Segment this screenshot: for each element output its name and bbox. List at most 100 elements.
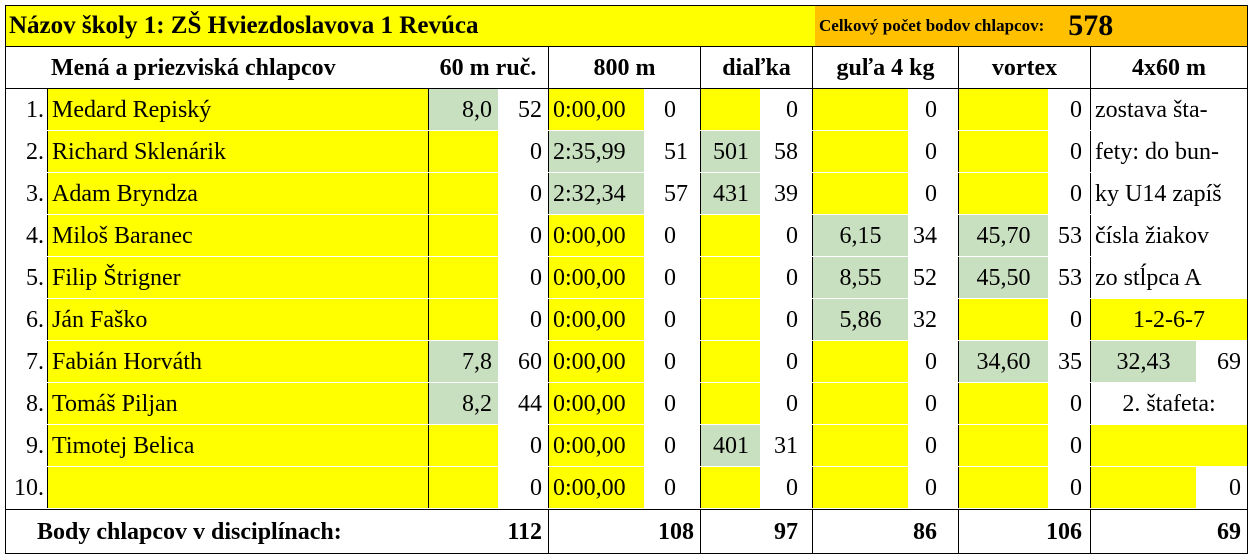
totals-label: Body chlapcov v disciplínach: (37, 519, 342, 545)
vortex-points: 0 (1070, 390, 1082, 417)
vortex-points: 0 (1070, 474, 1082, 501)
sprint-result-input[interactable] (428, 173, 498, 214)
longjump-result-input[interactable] (700, 89, 760, 130)
totals-divider (5, 509, 1247, 510)
longjump-result-input[interactable] (700, 299, 760, 340)
longjump-result-input[interactable] (700, 341, 760, 382)
sprint-points: 60 (518, 348, 542, 375)
sprint-result-input[interactable] (428, 131, 498, 172)
sprint-result-input[interactable]: 8,2 (428, 383, 498, 424)
shot-result-input[interactable] (812, 89, 908, 130)
athlete-name-input[interactable]: Tomáš Piljan (47, 383, 428, 424)
athlete-name-input[interactable]: Miloš Baranec (47, 215, 428, 256)
relay2-time-input[interactable] (1090, 467, 1196, 508)
shot-result-input[interactable]: 5,86 (812, 299, 908, 340)
sprint-result-input[interactable]: 8,0 (428, 89, 498, 130)
shot-result-input[interactable] (812, 467, 908, 508)
shot-result-input[interactable]: 8,55 (812, 257, 908, 298)
header-divider (5, 46, 1247, 47)
vortex-result-input[interactable]: 45,70 (958, 215, 1048, 256)
longjump-result-input[interactable]: 431 (700, 173, 760, 214)
vortex-points: 0 (1070, 180, 1082, 207)
relay2-label: 2. štafeta: (1090, 383, 1247, 424)
sprint-result-input[interactable] (428, 467, 498, 508)
run800-result-input[interactable]: 0:00,00 (548, 299, 644, 340)
row-number: 2. (26, 138, 44, 165)
sprint-result-input[interactable]: 7,8 (428, 341, 498, 382)
run800-result-input[interactable]: 0:00,00 (548, 341, 644, 382)
athlete-name-input[interactable]: Fabián Horváth (47, 341, 428, 382)
sprint-result-input[interactable] (428, 299, 498, 340)
vortex-result-input[interactable]: 45,50 (958, 257, 1048, 298)
vortex-result-input[interactable] (958, 131, 1048, 172)
athlete-name-input[interactable]: Adam Bryndza (47, 173, 428, 214)
sprint-result-input[interactable] (428, 425, 498, 466)
shot-points: 32 (913, 306, 937, 333)
shot-result-input[interactable] (812, 383, 908, 424)
shot-points: 0 (925, 432, 937, 459)
longjump-result-input[interactable] (700, 467, 760, 508)
vortex-result-input[interactable] (958, 467, 1048, 508)
vortex-result-input[interactable] (958, 383, 1048, 424)
shot-points: 0 (925, 96, 937, 123)
relay-note-line: zostava šta- (1090, 89, 1247, 130)
longjump-points: 0 (786, 348, 798, 375)
run800-result-input[interactable]: 0:00,00 (548, 89, 644, 130)
vortex-result-input[interactable] (958, 173, 1048, 214)
run800-points: 51 (664, 138, 688, 165)
vortex-points: 0 (1070, 306, 1082, 333)
athlete-name-input[interactable]: Ján Faško (47, 299, 428, 340)
athlete-name-input[interactable] (47, 467, 428, 508)
run800-result-input[interactable]: 0:00,00 (548, 257, 644, 298)
athlete-name-input[interactable]: Medard Repiský (47, 89, 428, 130)
relay1-members-input[interactable]: 1-2-6-7 (1090, 299, 1247, 340)
sprint-result-input[interactable] (428, 257, 498, 298)
run800-result-input[interactable]: 0:00,00 (548, 215, 644, 256)
shot-result-input[interactable]: 6,15 (812, 215, 908, 256)
longjump-points: 0 (786, 264, 798, 291)
relay2-members-input[interactable] (1090, 425, 1247, 466)
vortex-result-input[interactable]: 34,60 (958, 341, 1048, 382)
vortex-result-input[interactable] (958, 425, 1048, 466)
vortex-points: 0 (1070, 96, 1082, 123)
run800-result-input[interactable]: 0:00,00 (548, 383, 644, 424)
longjump-result-input[interactable]: 501 (700, 131, 760, 172)
sprint-points: 0 (530, 306, 542, 333)
longjump-result-input[interactable] (700, 383, 760, 424)
col-header-longjump: diaľka (700, 47, 812, 89)
total-longjump: 97 (700, 510, 812, 554)
relay1-time-input[interactable]: 32,43 (1090, 341, 1196, 382)
athlete-name-input[interactable]: Filip Štrigner (47, 257, 428, 298)
sprint-result-input[interactable] (428, 215, 498, 256)
col-header-sprint: 60 m ruč. (439, 55, 537, 81)
run800-result-input[interactable]: 2:32,34 (548, 173, 644, 214)
longjump-points: 0 (786, 306, 798, 333)
shot-result-input[interactable] (812, 341, 908, 382)
sprint-points: 0 (530, 222, 542, 249)
run800-result-input[interactable]: 0:00,00 (548, 467, 644, 508)
shot-result-input[interactable] (812, 173, 908, 214)
athlete-name-input[interactable]: Timotej Belica (47, 425, 428, 466)
total-vortex: 106 (958, 510, 1090, 554)
vortex-result-input[interactable] (958, 299, 1048, 340)
longjump-result-input[interactable] (700, 257, 760, 298)
longjump-points: 39 (774, 180, 798, 207)
run800-result-input[interactable]: 2:35,99 (548, 131, 644, 172)
shot-points: 0 (925, 474, 937, 501)
sprint-points: 52 (518, 96, 542, 123)
shot-result-input[interactable] (812, 425, 908, 466)
shot-points: 0 (925, 138, 937, 165)
run800-result-input[interactable]: 0:00,00 (548, 425, 644, 466)
run800-points: 0 (664, 348, 676, 375)
total-sprint: 112 (507, 519, 542, 545)
longjump-result-input[interactable]: 401 (700, 425, 760, 466)
athlete-name-input[interactable]: Richard Sklenárik (47, 131, 428, 172)
vortex-points: 53 (1058, 222, 1082, 249)
shot-points: 34 (913, 222, 937, 249)
longjump-result-input[interactable] (700, 215, 760, 256)
shot-result-input[interactable] (812, 131, 908, 172)
vortex-result-input[interactable] (958, 89, 1048, 130)
sprint-points: 0 (530, 138, 542, 165)
outer-border (1247, 5, 1248, 554)
vortex-points: 53 (1058, 264, 1082, 291)
